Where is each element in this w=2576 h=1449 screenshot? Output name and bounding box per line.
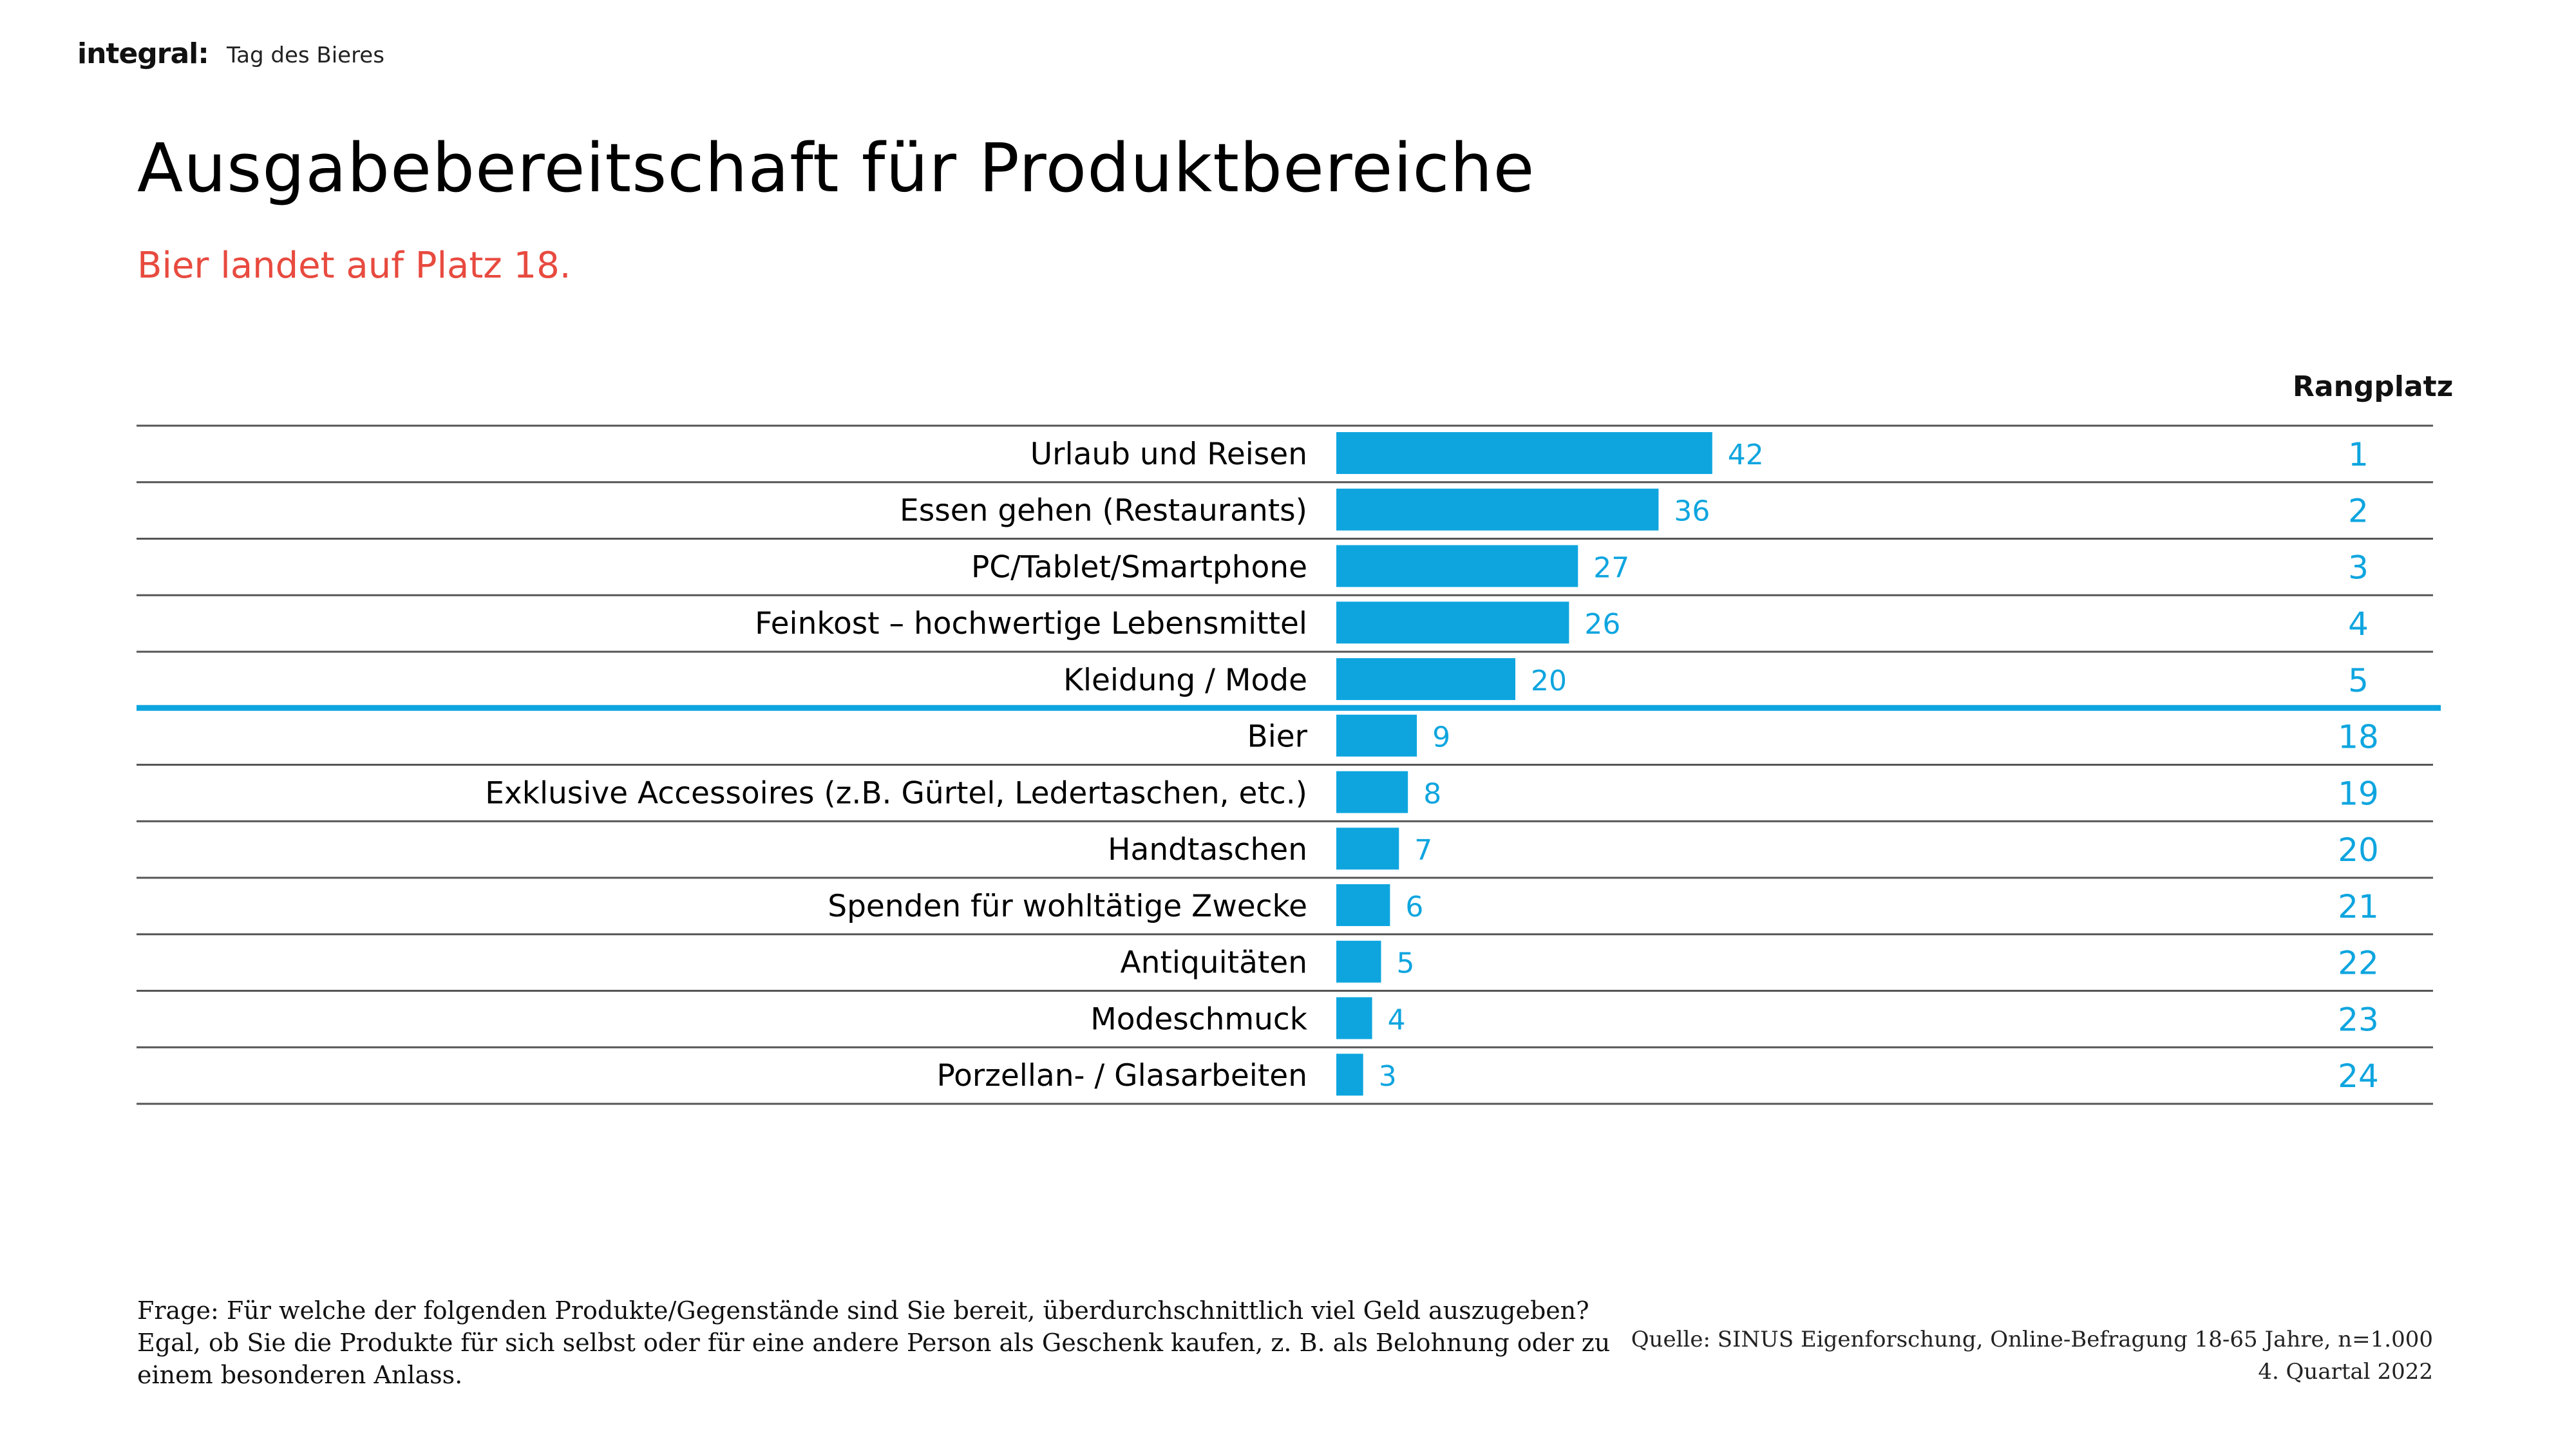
rank-column-header: Rangplatz	[2293, 370, 2454, 403]
category-label: Urlaub und Reisen	[1030, 437, 1307, 472]
value-label: 4	[1388, 1003, 1406, 1036]
source-line: 4. Quartal 2022	[2258, 1359, 2433, 1385]
category-label: PC/Tablet/Smartphone	[971, 549, 1307, 585]
value-label: 5	[1397, 947, 1415, 980]
bar	[1336, 771, 1408, 813]
rank-value: 5	[2348, 662, 2369, 699]
page-subtitle: Bier landet auf Platz 18.	[137, 245, 571, 287]
document-name: Tag des Bieres	[227, 43, 384, 68]
source-note: Quelle: SINUS Eigenforschung, Online-Bef…	[1631, 1323, 2433, 1388]
rank-value: 24	[2338, 1057, 2379, 1095]
value-label: 36	[1674, 495, 1710, 528]
category-label: Kleidung / Mode	[1063, 663, 1307, 698]
category-label: Bier	[1247, 719, 1307, 755]
category-label: Essen gehen (Restaurants)	[900, 493, 1307, 529]
bar	[1336, 658, 1515, 700]
survey-question-line: Frage: Für welche der folgenden Produkte…	[137, 1296, 1589, 1325]
value-label: 3	[1379, 1060, 1397, 1093]
rank-value: 3	[2348, 549, 2369, 586]
integral-logo: integral:	[77, 37, 209, 70]
bar	[1336, 601, 1569, 644]
bar	[1336, 884, 1390, 926]
page-title: Ausgabebereitschaft für Produktbereiche	[137, 129, 1535, 207]
value-label: 42	[1728, 439, 1764, 471]
bar	[1336, 545, 1578, 587]
category-label: Spenden für wohltätige Zwecke	[828, 889, 1307, 924]
bar	[1336, 828, 1399, 870]
rank-value: 1	[2348, 436, 2369, 473]
rank-value: 2	[2348, 493, 2369, 530]
bar	[1336, 432, 1712, 474]
rank-value: 19	[2338, 775, 2379, 812]
highlight-separator	[137, 705, 2441, 711]
survey-question-line: Egal, ob Sie die Produkte für sich selbs…	[137, 1329, 1611, 1357]
value-label: 20	[1531, 665, 1567, 697]
value-label: 8	[1423, 777, 1441, 810]
value-label: 26	[1584, 608, 1620, 641]
bar	[1336, 997, 1372, 1039]
rank-value: 18	[2338, 719, 2379, 756]
category-label: Exklusive Accessoires (z.B. Gürtel, Lede…	[485, 775, 1307, 811]
category-label: Antiquitäten	[1121, 945, 1307, 981]
bar	[1336, 940, 1381, 983]
value-label: 9	[1432, 721, 1450, 754]
rank-value: 21	[2338, 888, 2379, 925]
source-line: Quelle: SINUS Eigenforschung, Online-Bef…	[1631, 1327, 2433, 1352]
value-label: 7	[1414, 834, 1432, 867]
bar	[1336, 1054, 1363, 1096]
bar	[1336, 488, 1659, 531]
survey-question: Frage: Für welche der folgenden Produkte…	[137, 1294, 1618, 1391]
category-label: Porzellan- / Glasarbeiten	[936, 1058, 1307, 1094]
value-label: 27	[1593, 551, 1629, 584]
rank-value: 20	[2338, 831, 2379, 869]
category-label: Feinkost – hochwertige Lebensmittel	[755, 606, 1307, 641]
rank-value: 4	[2348, 605, 2369, 643]
category-label: Modeschmuck	[1090, 1001, 1308, 1037]
bar	[1336, 714, 1417, 757]
rank-value: 22	[2338, 945, 2379, 982]
category-label: Handtaschen	[1108, 832, 1307, 867]
rank-value: 23	[2338, 1001, 2379, 1038]
survey-question-line: einem besonderen Anlass.	[137, 1361, 463, 1389]
value-label: 6	[1405, 891, 1423, 923]
